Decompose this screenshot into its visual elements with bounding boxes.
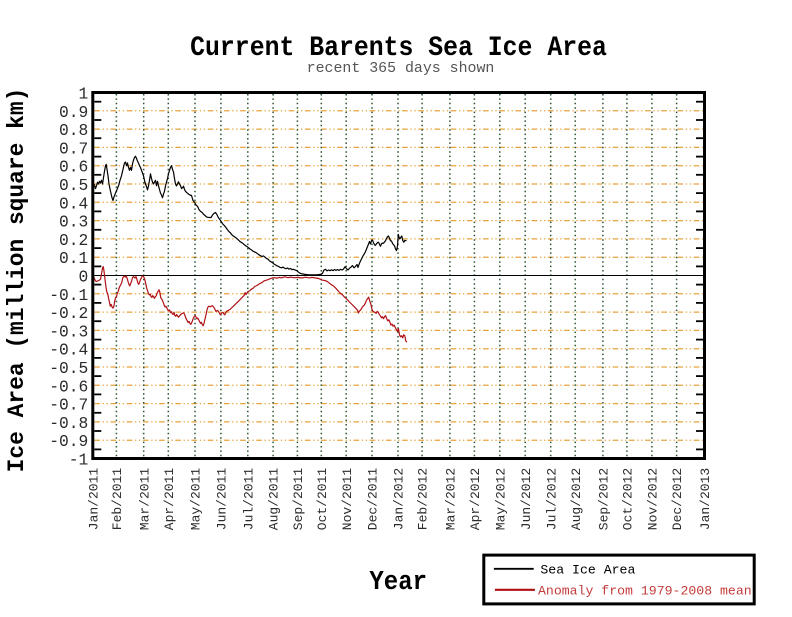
svg-text:0.5: 0.5 [59, 176, 88, 195]
svg-text:May/2012: May/2012 [493, 468, 508, 530]
svg-text:-0.6: -0.6 [49, 377, 88, 396]
svg-text:Anomaly from 1979-2008 mean: Anomaly from 1979-2008 mean [538, 583, 752, 598]
svg-text:0.6: 0.6 [59, 158, 88, 177]
svg-text:Apr/2011: Apr/2011 [162, 468, 177, 531]
svg-text:Sep/2011: Sep/2011 [291, 468, 306, 531]
svg-text:Feb/2012: Feb/2012 [416, 468, 431, 530]
svg-text:Year: Year [369, 567, 427, 597]
svg-text:Feb/2011: Feb/2011 [110, 468, 125, 531]
svg-text:0.9: 0.9 [59, 103, 88, 122]
svg-text:Jul/2012: Jul/2012 [544, 468, 559, 530]
svg-text:0.4: 0.4 [59, 194, 88, 213]
svg-text:0: 0 [79, 268, 89, 287]
svg-text:Jul/2011: Jul/2011 [241, 468, 256, 531]
svg-text:Aug/2012: Aug/2012 [569, 468, 584, 530]
svg-text:0.2: 0.2 [59, 231, 88, 250]
svg-text:Oct/2012: Oct/2012 [621, 468, 636, 530]
svg-text:Jan/2013: Jan/2013 [698, 468, 713, 530]
svg-text:Apr/2012: Apr/2012 [468, 468, 483, 530]
svg-text:Nov/2012: Nov/2012 [646, 468, 661, 530]
svg-text:-0.3: -0.3 [49, 322, 88, 341]
svg-text:-0.9: -0.9 [49, 432, 88, 451]
svg-text:-0.7: -0.7 [49, 396, 88, 415]
svg-text:Nov/2011: Nov/2011 [340, 468, 355, 531]
svg-text:1: 1 [79, 85, 89, 104]
svg-text:-1: -1 [69, 451, 89, 470]
svg-text:May/2011: May/2011 [189, 468, 204, 531]
svg-text:Aug/2011: Aug/2011 [267, 468, 282, 531]
svg-text:-0.4: -0.4 [49, 341, 88, 360]
svg-text:Mar/2011: Mar/2011 [137, 468, 152, 531]
svg-text:0.1: 0.1 [59, 249, 88, 268]
svg-text:Jun/2012: Jun/2012 [519, 468, 534, 530]
svg-text:-0.8: -0.8 [49, 414, 88, 433]
svg-text:recent 365 days shown: recent 365 days shown [307, 61, 495, 77]
svg-text:Jan/2011: Jan/2011 [86, 468, 101, 531]
svg-text:Dec/2012: Dec/2012 [670, 468, 685, 530]
svg-text:-0.1: -0.1 [49, 286, 88, 305]
svg-text:Current Barents Sea Ice Area: Current Barents Sea Ice Area [190, 32, 607, 64]
svg-text:-0.5: -0.5 [49, 359, 88, 378]
svg-text:0.3: 0.3 [59, 213, 88, 232]
svg-text:Dec/2011: Dec/2011 [366, 468, 381, 531]
svg-text:0.8: 0.8 [59, 121, 88, 140]
svg-text:Oct/2011: Oct/2011 [315, 468, 330, 531]
svg-text:Jun/2011: Jun/2011 [215, 468, 230, 531]
svg-text:-0.2: -0.2 [49, 304, 88, 323]
svg-text:Jan/2012: Jan/2012 [392, 468, 407, 530]
svg-text:Ice Area (million square km): Ice Area (million square km) [4, 88, 30, 473]
svg-text:Mar/2012: Mar/2012 [444, 468, 459, 530]
svg-text:Sep/2012: Sep/2012 [597, 468, 612, 530]
svg-text:0.7: 0.7 [59, 139, 88, 158]
svg-text:Sea Ice Area: Sea Ice Area [540, 562, 635, 577]
